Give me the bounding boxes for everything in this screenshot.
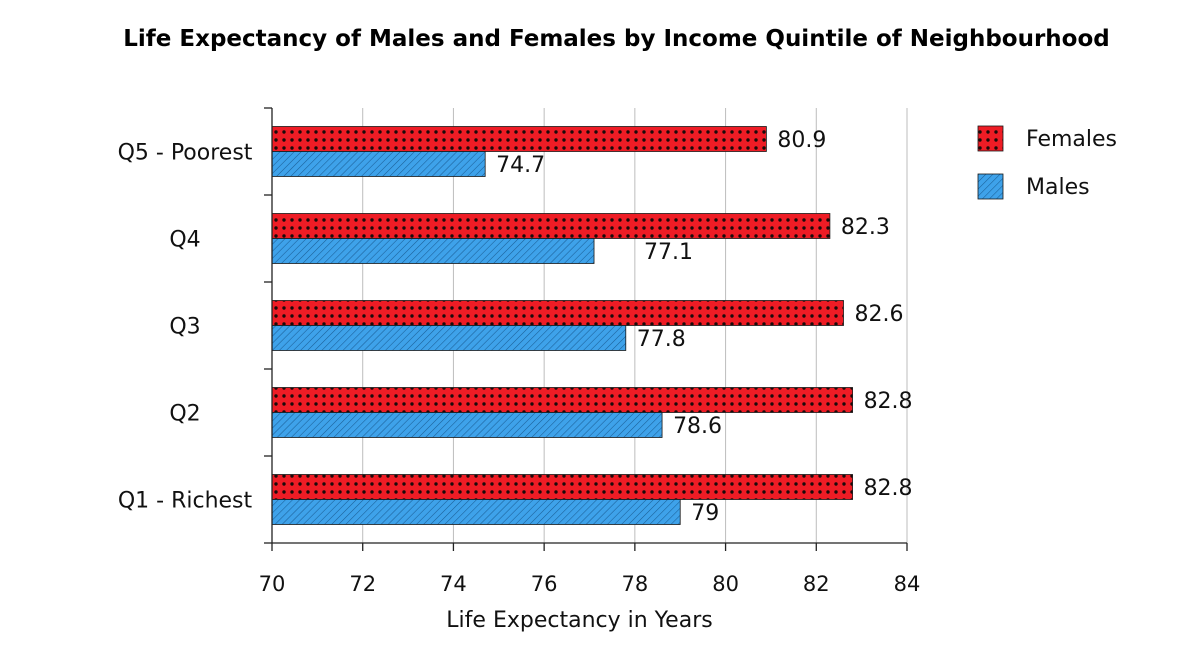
bar-females bbox=[271, 300, 844, 326]
x-tick-label: 70 bbox=[259, 572, 286, 596]
x-axis-title: Life Expectancy in Years bbox=[446, 608, 712, 633]
bar-females bbox=[271, 474, 853, 500]
data-label-females: 82.3 bbox=[841, 215, 890, 240]
bar-females bbox=[271, 213, 831, 239]
legend-label-males: Males bbox=[1026, 175, 1090, 200]
bar-males bbox=[271, 325, 627, 351]
labels: 80.9 74.7 Q5 - Poorest 82.3 77.1 Q4 82.6 77.8 Q3… bbox=[118, 128, 921, 633]
x-tick-label: 80 bbox=[712, 572, 739, 596]
data-label-females: 80.9 bbox=[777, 128, 826, 153]
x-tick-label: 84 bbox=[894, 572, 921, 596]
data-label-males: 74.7 bbox=[496, 153, 545, 178]
bar-males bbox=[271, 238, 595, 264]
data-label-males: 78.6 bbox=[673, 414, 722, 439]
bar-males bbox=[271, 412, 663, 438]
category-label: Q3 bbox=[169, 315, 200, 340]
bar-males bbox=[271, 499, 681, 525]
category-label: Q4 bbox=[169, 228, 200, 253]
x-tick-label: 74 bbox=[440, 572, 467, 596]
category-label: Q5 - Poorest bbox=[118, 141, 253, 166]
legend: Females Males bbox=[977, 125, 1117, 200]
chart-title: Life Expectancy of Males and Females by … bbox=[123, 26, 1110, 52]
data-label-males: 77.8 bbox=[637, 327, 686, 352]
category-label: Q1 - Richest bbox=[118, 489, 253, 514]
legend-swatch-females bbox=[977, 125, 1004, 152]
bars bbox=[271, 126, 853, 525]
x-tick-label: 78 bbox=[621, 572, 648, 596]
data-label-females: 82.8 bbox=[864, 476, 913, 501]
data-label-females: 82.6 bbox=[855, 302, 904, 327]
data-label-females: 82.8 bbox=[864, 389, 913, 414]
bar-females bbox=[271, 126, 767, 152]
bar-males bbox=[271, 151, 486, 177]
bar-females bbox=[271, 387, 853, 413]
legend-label-females: Females bbox=[1026, 127, 1117, 152]
data-label-males: 79 bbox=[691, 501, 719, 526]
axes bbox=[264, 107, 908, 551]
x-tick-label: 76 bbox=[531, 572, 558, 596]
category-label: Q2 bbox=[169, 402, 200, 427]
x-tick-label: 82 bbox=[803, 572, 830, 596]
data-label-males: 77.1 bbox=[644, 240, 693, 265]
legend-swatch-males bbox=[977, 173, 1004, 200]
x-tick-label: 72 bbox=[349, 572, 376, 596]
